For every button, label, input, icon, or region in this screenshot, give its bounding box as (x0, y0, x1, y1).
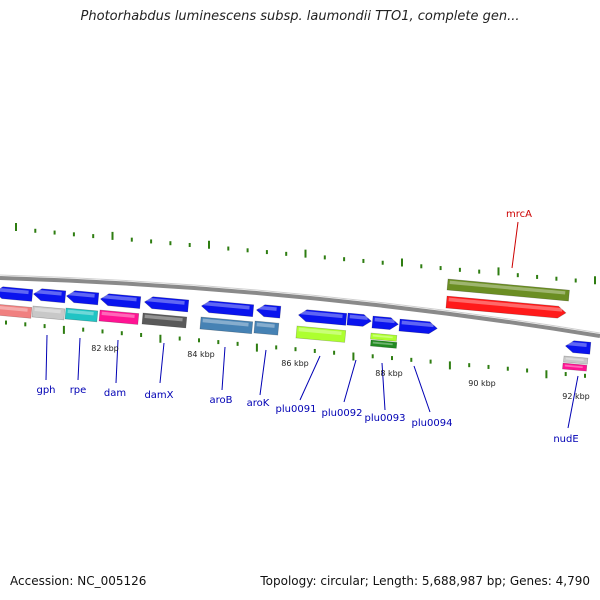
gene-feature-mrcA (446, 278, 570, 302)
backbone-line (0, 276, 600, 338)
cds-feature (200, 300, 255, 318)
gene-label-aroB: aroB (210, 395, 233, 406)
gene-feature (141, 312, 188, 329)
leader-line (115, 339, 119, 384)
accession-label: Accession: NC_005126 (10, 574, 147, 588)
scale-label: 90 kbp (468, 379, 496, 388)
cds-feature (398, 318, 438, 334)
leader-line (511, 221, 519, 269)
gene-feature (562, 362, 588, 372)
leader-line (299, 355, 321, 401)
cds-feature (32, 288, 67, 304)
gene-feature (563, 355, 589, 365)
label-leader-lines (45, 221, 579, 429)
scale-labels: 82 kbp 84 kbp 86 kbp 88 kbp 90 kbp 92 kbp (91, 344, 590, 401)
cds-feature-mrcA (445, 295, 567, 319)
cds-feature (297, 309, 348, 326)
leader-line (221, 346, 226, 391)
gene-label-gph: gph (36, 385, 55, 396)
scale-label: 88 kbp (375, 369, 403, 378)
gene-feature (370, 339, 398, 349)
scale-label: 82 kbp (91, 344, 119, 353)
gene-label-dam: dam (104, 388, 126, 399)
gene-label-aroK: aroK (247, 398, 270, 409)
leader-line (259, 349, 267, 396)
scale-label: 92 kbp (562, 392, 590, 401)
leader-line (77, 337, 81, 381)
leader-line (343, 359, 357, 403)
gene-label-nudE: nudE (553, 434, 578, 445)
gene-feature (253, 320, 280, 336)
cds-feature (371, 315, 399, 330)
gene-label-damX: damX (144, 390, 173, 401)
gene-label-mrcA: mrcA (506, 209, 532, 220)
scale-label: 84 kbp (187, 350, 215, 359)
cds-feature (564, 340, 592, 355)
leader-line (567, 375, 579, 429)
sequence-backbone (0, 274, 600, 338)
leader-line (381, 362, 386, 411)
gene-feature (370, 332, 398, 342)
gene-label-plu0092: plu0092 (322, 408, 363, 419)
gene-label-plu0094: plu0094 (412, 418, 453, 429)
map-title: Photorhabdus luminescens subsp. laumondi… (80, 9, 520, 24)
scale-label: 86 kbp (281, 359, 309, 368)
gene-feature (199, 316, 254, 335)
rna-feature (0, 303, 33, 319)
cds-feature (143, 296, 190, 313)
gene-feature (64, 307, 99, 323)
gene-feature (295, 325, 347, 343)
cds-feature (65, 290, 100, 306)
cds-feature (99, 293, 142, 309)
gene-label-rpe: rpe (70, 385, 87, 396)
inner-tick-ring (5, 320, 586, 379)
feature-tracks (0, 278, 592, 372)
gene-feature (98, 309, 140, 325)
leader-line (413, 365, 431, 413)
gene-label-plu0093: plu0093 (365, 413, 406, 424)
outer-tick-ring (15, 223, 596, 285)
genome-summary: Topology: circular; Length: 5,688,987 bp… (260, 574, 590, 588)
leader-line (159, 342, 165, 384)
cds-feature (0, 286, 34, 302)
gene-feature (31, 305, 66, 321)
leader-line (45, 334, 48, 381)
gene-label-plu0091: plu0091 (276, 404, 317, 415)
cds-feature (346, 312, 372, 327)
cds-feature (255, 304, 282, 319)
